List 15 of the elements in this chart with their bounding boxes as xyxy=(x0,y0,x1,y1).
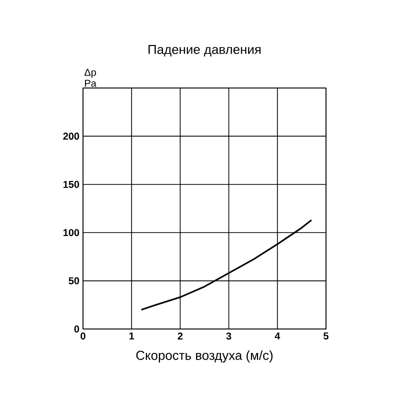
y-tick-label: 200 xyxy=(63,132,80,140)
chart-title: Падение давления xyxy=(148,45,261,56)
y-axis-title: Δp Pa xyxy=(84,68,96,87)
x-tick-label: 3 xyxy=(226,332,232,340)
x-axis-title: Скорость воздуха (м/с) xyxy=(136,350,273,362)
x-tick-label: 1 xyxy=(129,332,134,340)
x-tick-label: 2 xyxy=(178,332,183,340)
y-tick-label: 50 xyxy=(68,277,80,284)
x-tick-label: 5 xyxy=(324,332,328,340)
y-tick-label: 150 xyxy=(63,180,80,188)
x-tick-label: 0 xyxy=(80,332,86,340)
y-tick-label: 0 xyxy=(74,325,80,333)
y-tick-label: 100 xyxy=(63,229,80,236)
line-series xyxy=(140,219,312,311)
x-tick-label: 4 xyxy=(274,332,280,340)
